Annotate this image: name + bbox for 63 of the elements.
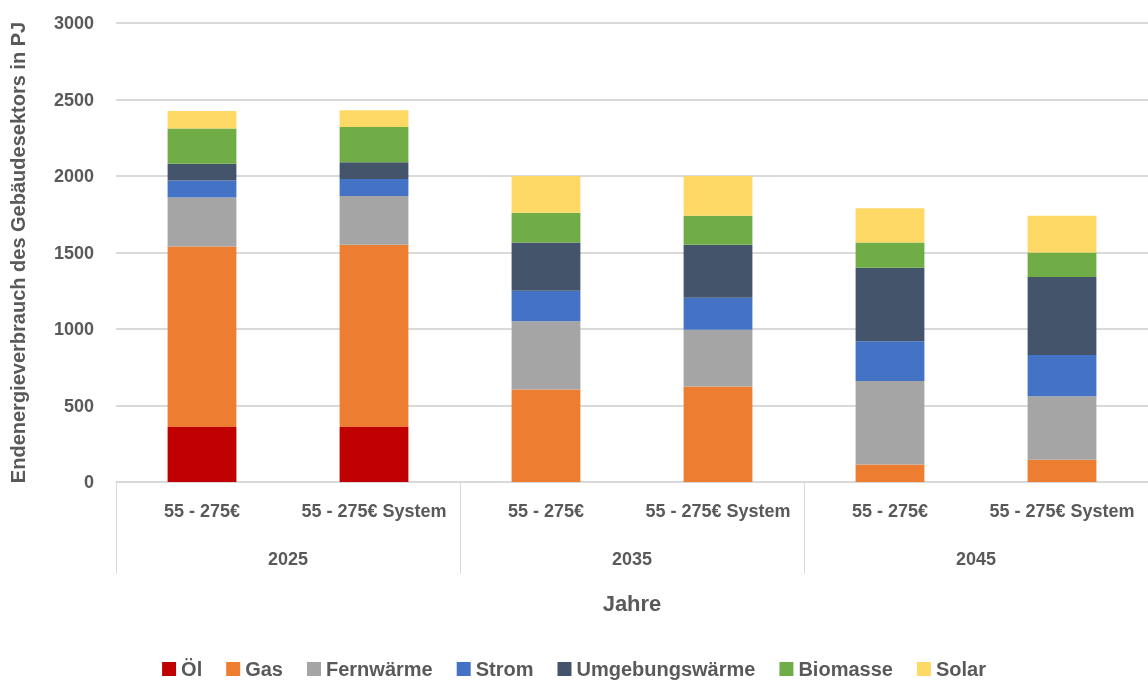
bar [511,290,581,322]
y-axis-title: Endenergieverbrauch des Gebäudesektors in PJ [7,21,29,484]
bar [339,179,409,196]
bar [511,389,581,482]
bar [855,464,925,482]
bar [167,426,237,482]
bar [167,110,237,129]
bar [167,197,237,247]
bar [167,163,237,181]
bar [339,162,409,180]
x-tick-label: 55 - 275€ [163,501,241,521]
bar [339,195,409,245]
bar [855,242,925,268]
legend-label: Öl [181,658,203,680]
bar [511,321,581,390]
bar [167,128,237,164]
bar [339,110,409,128]
bar [1027,459,1097,482]
bar [683,329,753,387]
y-tick-label: 0 [83,472,94,492]
x-tick-label: 55 - 275€ System [989,501,1135,521]
legend-label: Strom [475,658,534,680]
bar [1027,355,1097,397]
bar [339,244,409,427]
legend-label: Solar [935,658,987,680]
bar [1027,252,1097,277]
bar [855,381,925,465]
x-axis-title: Jahre [602,590,662,616]
x-tick-label: 55 - 275€ [851,501,929,521]
text: 2045 [955,549,997,569]
x-tick-label: 55 - 275€ System [301,501,447,521]
y-tick-label: 3000 [53,13,94,33]
bar [167,180,237,198]
legend-label: Gas [245,658,283,680]
bar [511,242,581,291]
bar [167,246,237,427]
legend-label: Biomasse [798,658,893,680]
text: 2025 [267,549,309,569]
bar [683,244,753,298]
bar [339,127,409,163]
bar [339,426,409,482]
y-tick-label: 1000 [53,319,94,339]
bar [511,212,581,243]
bar [1027,215,1097,253]
bar [855,208,925,243]
bar [683,215,753,245]
bar [511,176,581,213]
legend-label: Umgebungswärme [576,658,756,680]
x-tick-label: 55 - 275€ System [645,501,791,521]
bar [683,386,753,482]
y-tick-label: 500 [63,395,94,416]
x-tick-label: 55 - 275€ [507,501,585,521]
bar [855,341,925,382]
y-tick-label: 2500 [53,89,94,110]
text: 2035 [611,549,653,569]
bar [683,176,753,216]
bar [855,267,925,342]
bar [1027,276,1097,356]
bar [683,297,753,330]
y-tick-label: 2000 [53,166,94,186]
legend-label: Fernwärme [325,658,433,680]
y-tick-label: 1500 [53,242,94,263]
bar [1027,396,1097,460]
